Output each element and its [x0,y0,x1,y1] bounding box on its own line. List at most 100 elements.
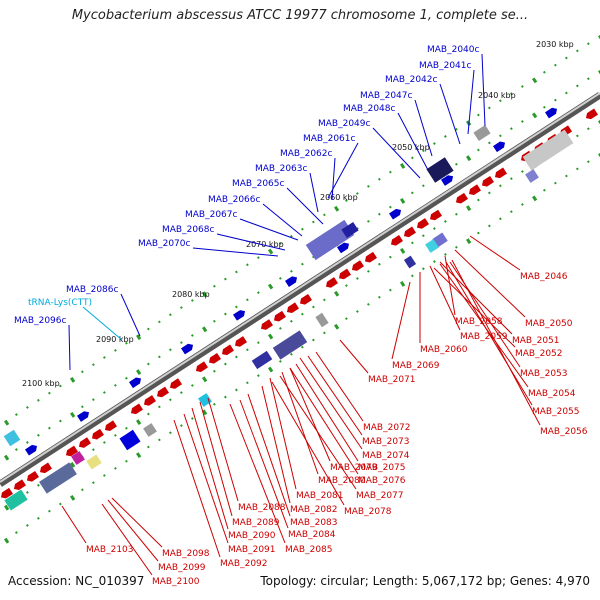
scale-tick [598,69,600,76]
gene-block [522,129,574,171]
scale-tick [136,452,142,459]
scale-tick [565,174,568,178]
scale-tick [554,63,557,67]
scale-tick [169,398,172,402]
scale-tick [367,269,370,273]
scale-tick [213,319,216,323]
gene-label: MAB_2048c [343,104,396,114]
scale-tick [543,70,546,74]
gene-label: MAB_2100 [152,577,200,587]
scale-tick [190,334,194,337]
scale-tick [69,376,76,383]
gene-block [272,330,308,360]
gene-label: MAB_2088 [238,503,286,513]
scale-tick [169,313,172,317]
reverse-gene-arrow [13,479,26,491]
scale-tick [532,195,538,202]
scale-tick [125,376,128,380]
gene-block [4,489,28,511]
scale-tick [102,474,106,477]
gene-label: MAB_2098 [162,549,210,559]
gene-label: MAB_2058 [455,317,503,327]
gene-label: MAB_2078 [344,507,392,517]
scale-tick [400,248,406,254]
scale-tick [70,411,76,418]
gene-label: MAB_2072 [363,423,411,433]
scale-tick [510,177,513,181]
gene-label: MAB_2090 [228,531,276,541]
scale-tick [114,384,117,387]
scale-tick [4,537,10,544]
scale-tick [432,142,436,145]
scale-tick [191,417,194,420]
scale-tick [454,245,458,249]
reverse-gene-arrow [221,344,234,356]
scale-tick [224,395,227,399]
scale-tick [466,205,472,212]
forward-gene-arrow [389,208,402,220]
scale-tick [180,391,183,394]
chromosome-backbone [0,92,600,487]
scale-tick [444,135,447,138]
leader-line [191,407,229,530]
scale-tick [378,212,381,216]
scale-tick [333,323,340,330]
scale-tick [70,461,76,468]
scale-tick [345,317,348,321]
leader-line [469,235,521,271]
scale-tick [169,348,172,352]
scale-tick [26,491,29,494]
gene-label: MAB_2042c [385,75,438,85]
reverse-gene-arrow [78,437,91,448]
gene-label: MAB_2084 [288,530,336,540]
scale-tick [257,374,260,378]
scale-tick [245,381,249,385]
scale-tick [37,516,40,520]
scale-tick [367,184,370,188]
forward-gene-arrow [441,175,454,186]
reverse-gene-arrow [390,234,403,246]
scale-tick [477,198,480,202]
gene-label: MAB_2091 [228,545,276,555]
scale-tick [521,85,524,88]
scale-tick [389,288,392,292]
scale-tick [190,384,194,387]
gene-block [251,350,273,370]
gene-block [473,124,491,142]
scale-tick [4,504,10,511]
leader-line [397,112,429,171]
reverse-gene-arrow [364,251,377,263]
forward-gene-arrow [129,377,142,389]
scale-tick [389,205,392,209]
scale-tick [26,524,29,527]
leader-line [207,397,239,502]
scale-tick [466,238,472,245]
scale-tick [433,260,436,263]
scale-tick [246,298,249,302]
leader-line [61,505,87,544]
gene-label: MAB_2089 [232,518,280,528]
leader-line [481,53,486,127]
scale-tick [15,531,18,534]
leader-line [271,381,345,506]
scale-tick [223,362,227,366]
scale-tick [432,227,436,230]
kbp-label: 2090 kbp [96,335,134,344]
gene-label: MAB_2050 [525,319,573,329]
scale-tick [499,99,502,103]
leader-line [307,355,363,436]
scale-tick [356,277,359,280]
scale-tick [4,454,10,461]
scale-tick [389,255,392,259]
kbp-label: 2040 kbp [478,91,516,100]
gene-label: MAB_2054 [528,389,576,399]
scale-tick [543,188,546,192]
topology-summary: Topology: circular; Length: 5,067,172 bp… [260,574,590,588]
scale-tick [587,127,590,131]
gene-label: MAB_2069 [392,361,440,371]
gene-block [525,169,539,183]
leader-line [239,218,299,241]
scale-tick [477,113,480,117]
scale-tick [113,349,117,352]
